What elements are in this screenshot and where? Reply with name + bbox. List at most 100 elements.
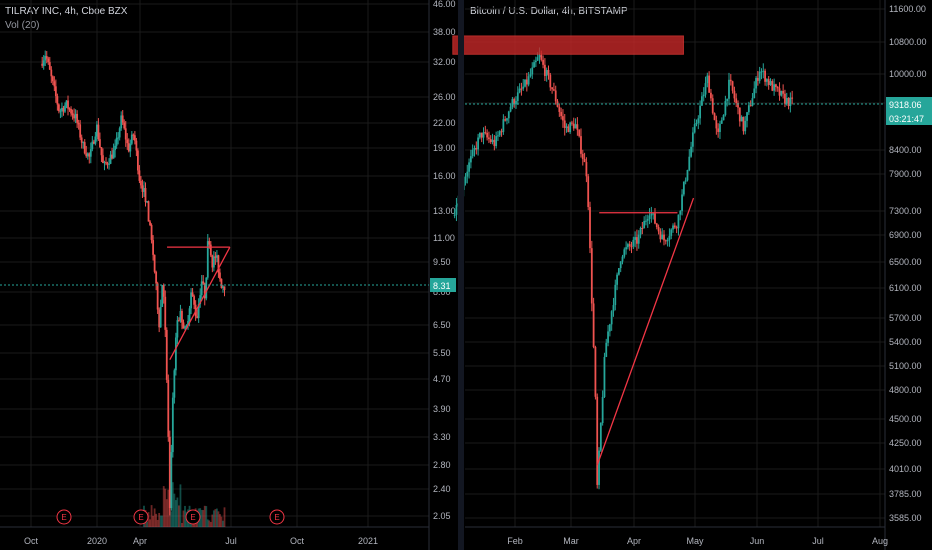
- candle-body: [563, 120, 566, 128]
- earnings-marker-label: E: [274, 513, 279, 522]
- volume-indicator-label[interactable]: Vol (20): [5, 20, 40, 31]
- volume-bar: [214, 509, 217, 527]
- candle-body: [62, 107, 65, 112]
- candle-body: [645, 220, 647, 222]
- x-tick-label: Apr: [627, 536, 641, 546]
- candle-body: [614, 284, 617, 306]
- candle-body: [666, 239, 669, 242]
- candle-body: [466, 171, 469, 177]
- y-tick-label: 19.00: [433, 143, 456, 153]
- y-tick-label: 46.00: [433, 0, 456, 9]
- candle-body: [161, 285, 164, 307]
- y-tick-label: 11.00: [433, 233, 455, 243]
- candle-body: [773, 84, 776, 91]
- y-tick-label: 32.00: [433, 57, 456, 67]
- candle-body: [625, 247, 628, 250]
- candle-body: [188, 308, 191, 322]
- candle-body: [152, 240, 154, 255]
- y-tick-label: 16.00: [433, 171, 456, 181]
- candle-body: [65, 100, 68, 106]
- x-tick-label: Oct: [290, 536, 305, 546]
- candle-body: [129, 143, 132, 152]
- candle-body: [722, 114, 725, 121]
- candle-body: [598, 450, 600, 485]
- candle-body: [634, 237, 637, 240]
- candle-body: [726, 98, 729, 102]
- candle-body: [130, 134, 133, 144]
- candle-body: [654, 213, 656, 224]
- candle-body: [787, 97, 790, 107]
- candle-body: [558, 106, 561, 112]
- candle-body: [44, 56, 47, 61]
- volume-bar: [200, 509, 203, 527]
- candle-body: [731, 81, 734, 91]
- candle-body: [144, 188, 147, 203]
- candle-body: [655, 223, 658, 227]
- candle-body: [41, 63, 44, 66]
- earnings-marker: [269, 509, 285, 525]
- y-tick-label: 11600.00: [889, 4, 926, 14]
- candle-body: [632, 239, 635, 247]
- volume-bar: [191, 522, 194, 527]
- volume-bar: [179, 484, 182, 527]
- candle-body: [578, 129, 581, 137]
- candle-body: [200, 281, 203, 296]
- candle-body: [562, 116, 564, 121]
- candle-body: [67, 100, 69, 109]
- candle-body: [569, 122, 572, 133]
- candle-body: [587, 176, 590, 208]
- volume-bar: [202, 510, 205, 527]
- candle-body: [109, 154, 112, 164]
- candle-body: [455, 205, 458, 215]
- candle-body: [684, 180, 687, 182]
- candle-body: [616, 274, 618, 285]
- y-tick-label: 3.30: [433, 432, 451, 442]
- candle-body: [146, 201, 148, 203]
- candle-body: [536, 57, 539, 61]
- y-tick-label: 4500.00: [889, 414, 922, 424]
- candle-body: [567, 126, 570, 133]
- candle-body: [121, 115, 124, 123]
- candle-body: [664, 240, 667, 242]
- candle-body: [589, 207, 591, 249]
- candle-body: [174, 337, 177, 371]
- candle-body: [199, 295, 202, 305]
- volume-bar: [171, 482, 174, 527]
- tilray-pane: 46.00 38.00 32.00 26.00 22.00 19.00 16.00 13.00…: [0, 0, 456, 550]
- candle-body: [682, 181, 685, 195]
- candle-body: [612, 305, 615, 312]
- candle-body: [102, 155, 104, 164]
- candle-body: [513, 99, 516, 105]
- candle-body: [679, 210, 682, 215]
- bitcoin-chart-title: Bitcoin / U.S. Dollar, 4h, BITSTAMP: [470, 6, 628, 17]
- candle-body: [740, 116, 743, 122]
- candle-body: [580, 136, 582, 154]
- candle-body: [211, 255, 214, 268]
- x-tick-label: Feb: [507, 536, 523, 546]
- candle-body: [471, 149, 474, 157]
- candle-body: [91, 141, 94, 150]
- y-tick-label: 5700.00: [889, 313, 922, 323]
- candle-body: [735, 98, 738, 104]
- candle-body: [628, 244, 631, 247]
- candle-body: [171, 397, 174, 453]
- countdown-tag: [886, 111, 932, 125]
- x-tick-label: Jul: [225, 536, 237, 546]
- candle-body: [610, 311, 613, 325]
- bitcoin-pane: 11600.00 10800.00 10000.00 9318.06 8400.00 79…: [452, 0, 932, 550]
- candle-body: [782, 90, 785, 94]
- candle-body: [663, 234, 665, 241]
- candle-body: [590, 248, 593, 304]
- candle-body: [71, 113, 74, 116]
- candle-body: [88, 153, 91, 157]
- candle-body: [99, 139, 101, 148]
- candle-body: [162, 285, 165, 297]
- earnings-marker: [185, 509, 201, 525]
- volume-bar: [155, 513, 158, 527]
- candle-body: [583, 159, 586, 163]
- candle-body: [789, 97, 792, 107]
- candle-body: [220, 278, 223, 289]
- x-tick-label: Mar: [563, 536, 579, 546]
- last-price-tag: [430, 278, 456, 292]
